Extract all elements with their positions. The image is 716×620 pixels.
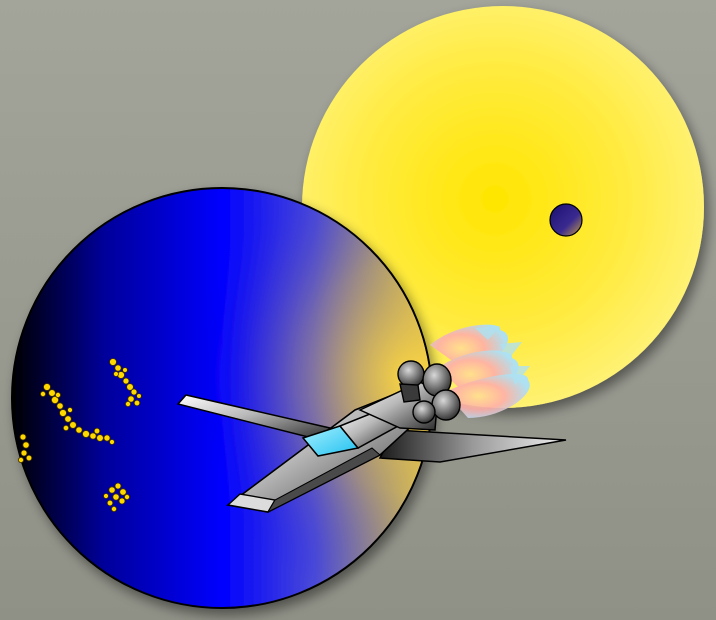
engine-exhaust-flames bbox=[430, 324, 530, 418]
city-lights-cluster-2 bbox=[40, 383, 115, 445]
city-lights-cluster-4 bbox=[103, 482, 131, 512]
yellow-city-lights bbox=[17, 358, 142, 512]
blue-planet bbox=[11, 187, 433, 609]
city-lights-cluster-3 bbox=[17, 433, 33, 463]
city-lights-cluster-1 bbox=[109, 358, 142, 407]
spaceship-body-shade bbox=[266, 447, 381, 514]
spaceship bbox=[176, 324, 567, 514]
engine-nozzles bbox=[397, 360, 461, 424]
small-moon-on-sun bbox=[549, 203, 583, 237]
